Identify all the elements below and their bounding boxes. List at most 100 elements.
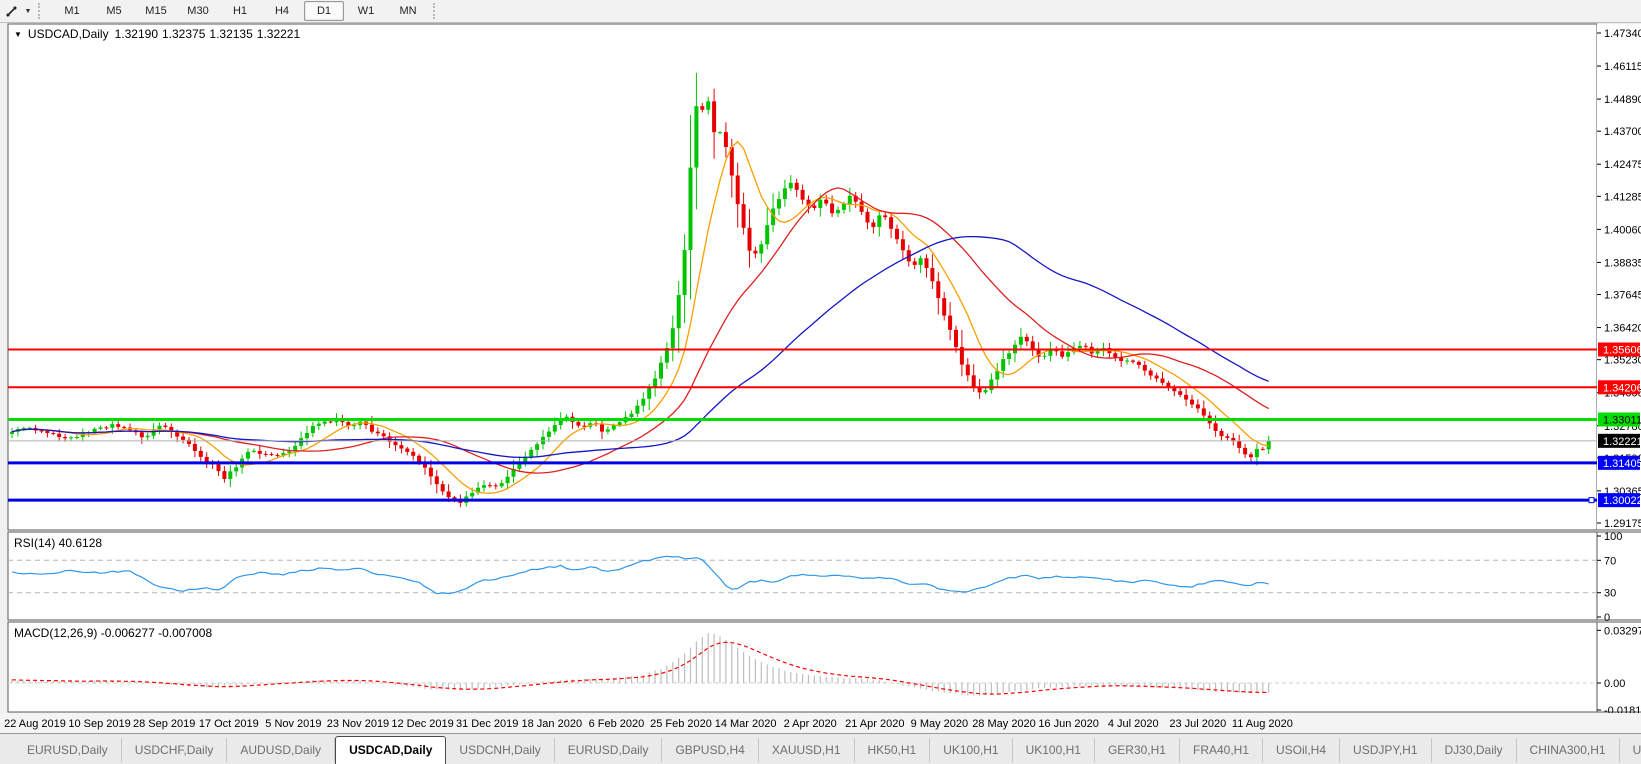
candle-body [830,203,835,214]
symbol-tab-GBPUSD-H4[interactable]: GBPUSD,H4 [662,738,759,762]
candle [1231,433,1236,446]
timeframe-button-M5[interactable]: M5 [106,5,122,17]
main-chart-panel[interactable] [7,23,1598,531]
candle-body [369,424,374,432]
rsi-axis-label: 30 [1604,588,1616,600]
date-axis-strip[interactable] [0,713,1641,733]
symbol-tab-DJ30-Daily[interactable]: DJ30,Daily [1432,738,1517,762]
candle-body [322,421,327,424]
candle [877,210,882,237]
draw-tool-icon[interactable] [2,2,22,20]
symbol-tab-EURUSD-Daily[interactable]: EURUSD,Daily [555,738,663,762]
timeframe-button-MN[interactable]: MN [399,5,417,17]
candle [310,422,315,438]
symbol-tab-CHINA300-H1[interactable]: CHINA300,H1 [1517,738,1620,762]
candle-body [824,199,829,204]
candle [1119,352,1124,367]
hline-drag-handle[interactable] [1588,497,1595,504]
hline-axis-label-1.33011-text: 1.33011 [1603,415,1641,427]
timeframe-button-D1[interactable]: D1 [304,1,344,21]
timeframe-button-W1[interactable]: W1 [357,5,375,17]
candle [782,179,787,207]
candle [346,419,351,430]
candle-body [1254,448,1259,458]
timeframe-button-H4[interactable]: H4 [274,5,290,17]
candle [900,230,905,260]
candle [859,193,864,215]
candle [641,392,646,412]
symbol-tab-USDCHF-Daily[interactable]: USDCHF,Daily [122,738,228,762]
candle-body [423,461,427,468]
symbol-tab-AUDUSD-Daily[interactable]: AUDUSD,Daily [227,738,336,762]
candle-body [187,439,191,445]
symbol-tab-USDCNH-Daily[interactable]: USDCNH,Daily [446,738,555,762]
price-scale-area[interactable] [1597,24,1641,712]
candle-body [694,106,699,168]
symbol-tab-UK100-H1[interactable]: UK100,H1 [930,738,1013,762]
candle-body [216,464,221,472]
symbol-tab-USDCAD-Daily[interactable]: USDCAD,Daily [335,736,447,764]
candle [688,115,693,300]
candle [812,203,817,211]
candle [505,469,510,490]
candle [546,426,551,443]
date-label: 6 Feb 2020 [589,718,645,730]
price-tick-label: 1.38835 [1604,257,1641,269]
candle-body [1237,441,1242,448]
symbol-tab-USDJPY-H1[interactable]: USDJPY,H1 [1340,738,1432,762]
hline-axis-label-1.30022-text: 1.30022 [1603,495,1641,507]
candle-body [800,189,805,200]
candle [293,440,298,457]
toolbar-grip[interactable] [38,3,45,19]
rsi-panel[interactable] [7,531,1598,621]
symbol-tab-XAUUSD-H1[interactable]: XAUUSD,H1 [759,738,855,762]
candle-body [305,432,309,439]
toolbar-grip-end[interactable] [433,3,440,19]
tool-dropdown-caret-icon[interactable]: ▼ [24,7,32,15]
candle-body [859,201,864,212]
symbol-tab-USOil-H1[interactable]: USOil,H1 [1620,738,1641,762]
symbol-tab-HK50-H1[interactable]: HK50,H1 [855,738,931,762]
candle-body [393,441,398,446]
candle-body [181,436,186,440]
candle [700,103,705,113]
candle [788,175,793,191]
timeframe-button-M30[interactable]: M30 [187,5,209,17]
price-tick-label: 1.47340 [1604,28,1641,40]
timeframe-button-M1[interactable]: M1 [64,5,80,17]
candle-body [1219,430,1224,437]
date-label: 5 Nov 2019 [265,718,321,730]
symbol-tab-USOil-H4[interactable]: USOil,H4 [1263,738,1341,762]
candle-body [234,467,239,472]
candle-body [723,132,728,148]
candle [670,315,675,362]
candle-body [954,329,958,347]
candle [139,430,144,444]
symbol-dropdown-icon[interactable]: ▼ [14,29,22,39]
candle-body [1125,360,1130,362]
candle-body [428,467,433,477]
date-label: 25 Feb 2020 [650,718,712,730]
symbol-tab-EURUSD-Daily[interactable]: EURUSD,Daily [14,738,122,762]
candle-body [145,435,150,438]
candle-body [729,147,734,176]
candle [69,435,73,441]
timeframe-button-M15[interactable]: M15 [145,5,167,17]
candle-body [346,422,351,427]
symbol-tab-GER30-H1[interactable]: GER30,H1 [1095,738,1180,762]
candle-body [883,215,888,218]
date-label: 12 Dec 2019 [391,718,453,730]
symbol-tab-FRA40-H1[interactable]: FRA40,H1 [1180,738,1264,762]
candle-body [747,227,752,251]
date-label: 16 Jun 2020 [1038,718,1099,730]
current-price-axis-label: 1.32221 [1598,433,1641,448]
timeframe-button-H1[interactable]: H1 [232,5,248,17]
candle-body [1260,448,1265,450]
candle-body [328,421,333,423]
macd-panel[interactable] [7,621,1598,713]
symbol-tab-UK100-H1[interactable]: UK100,H1 [1013,738,1095,762]
candle [1260,447,1265,451]
candle-body [1018,336,1023,345]
candle [954,325,958,353]
